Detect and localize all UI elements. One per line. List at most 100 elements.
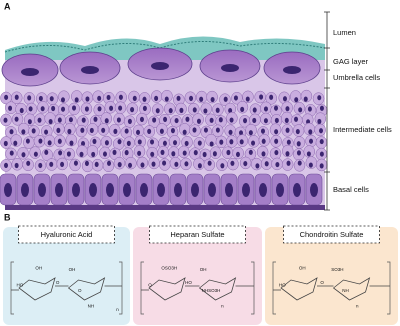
nucleus (162, 160, 167, 166)
nucleus (14, 94, 19, 100)
nucleus (150, 151, 155, 157)
nucleus (57, 138, 62, 144)
nucleus (89, 127, 94, 134)
nucleus (44, 149, 49, 155)
nucleus (309, 138, 314, 144)
nucleus (112, 149, 117, 156)
nucleus (240, 106, 245, 113)
nucleus (84, 160, 89, 166)
atom-label: OH (35, 265, 42, 270)
nucleus (51, 105, 56, 112)
bond (273, 285, 390, 291)
name-box (149, 225, 246, 244)
nucleus (275, 161, 280, 168)
nucleus (61, 106, 66, 112)
layer-label: Intermediate cells (333, 125, 392, 134)
nucleus (228, 108, 233, 114)
atom-label: SO3H (331, 267, 343, 272)
atom-label: n (116, 307, 119, 312)
nucleus (124, 150, 129, 156)
molecule-panel (265, 227, 398, 325)
nucleus (147, 128, 152, 134)
nucleus (252, 117, 257, 124)
nucleus (37, 117, 42, 123)
nucleus (284, 117, 289, 123)
bond (11, 285, 122, 291)
atom-label: O (148, 283, 152, 288)
nucleus (197, 163, 202, 169)
nucleus (164, 96, 169, 102)
nucleus (319, 151, 324, 157)
nucleus (27, 95, 32, 101)
atom-label: O (56, 280, 60, 285)
nucleus (67, 128, 72, 135)
intermediate-cell (86, 145, 99, 158)
nucleus (106, 94, 111, 101)
bracket (10, 261, 123, 315)
layer-label: Basal cells (333, 185, 369, 194)
nucleus (116, 117, 121, 123)
nucleus (259, 94, 264, 100)
nucleus (174, 183, 182, 197)
nucleus (255, 163, 260, 169)
nucleus (229, 139, 234, 145)
nucleus (263, 118, 268, 124)
nucleus (130, 107, 135, 113)
nucleus (152, 117, 157, 123)
nucleus (128, 162, 133, 168)
nucleus (74, 97, 79, 103)
nucleus (174, 117, 179, 124)
nucleus (306, 151, 311, 157)
nucleus (235, 151, 240, 158)
nucleus (21, 152, 26, 158)
nucleus (155, 108, 160, 114)
nucleus (274, 129, 279, 135)
nucleus (189, 95, 194, 101)
nucleus (157, 183, 165, 197)
nucleus (136, 129, 141, 135)
nucleus (260, 128, 265, 134)
nucleus (38, 183, 46, 197)
nucleus (296, 150, 301, 156)
nucleus (107, 160, 112, 166)
nucleus (274, 105, 279, 111)
nucleus (261, 151, 266, 157)
nucleus (106, 183, 114, 197)
nucleus (13, 140, 18, 146)
nucleus (173, 140, 178, 146)
nucleus (264, 161, 269, 167)
nucleus (191, 183, 199, 197)
nucleus (102, 151, 107, 157)
nucleus (199, 96, 204, 102)
nucleus (117, 162, 122, 168)
bracket (140, 261, 255, 315)
nucleus (319, 128, 324, 134)
nucleus (3, 117, 8, 123)
nucleus (317, 95, 322, 101)
nucleus (263, 106, 268, 112)
nucleus (308, 162, 313, 168)
nucleus (176, 95, 181, 101)
nucleus (38, 162, 43, 169)
atom-label: n (356, 303, 359, 308)
atom-label: HO (279, 283, 286, 288)
nucleus (215, 107, 220, 113)
nucleus (84, 106, 89, 112)
nucleus (72, 105, 77, 111)
nucleus (218, 117, 223, 123)
nucleus (44, 129, 49, 135)
atom-label: NHSO3H (202, 288, 221, 293)
nucleus (14, 162, 19, 169)
nucleus (276, 183, 284, 197)
nucleus (203, 127, 208, 133)
nucleus (140, 183, 148, 197)
nucleus (242, 183, 250, 197)
nucleus (9, 129, 14, 135)
nucleus (274, 117, 279, 124)
nucleus (251, 140, 256, 146)
nucleus (81, 141, 86, 147)
sugar-ring (18, 277, 106, 301)
atom-label: HO (185, 280, 192, 285)
nucleus (56, 127, 61, 133)
